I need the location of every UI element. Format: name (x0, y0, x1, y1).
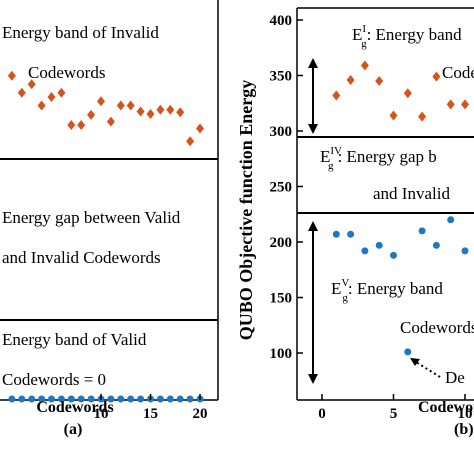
panel-a-invalid-point (126, 100, 135, 111)
panel-a-annotation-3: Energy gap between Valid (2, 208, 181, 227)
panel-b-annotation-band-valid: EV g: Energy band (331, 277, 443, 304)
panel-a-valid-point (87, 395, 95, 403)
panel-a-valid-point (127, 395, 135, 403)
panel-b-valid-point (404, 348, 412, 356)
panel-a-valid-point (28, 395, 36, 403)
panel-a-invalid-point (146, 109, 155, 119)
panel-a-x-tick-label: 15 (143, 406, 158, 422)
panel-b-annotation-gap-cont: and Invalid (373, 184, 450, 203)
panel-b-band-arrow-valid (308, 221, 318, 384)
panel-b-valid-point (447, 216, 455, 224)
panel-b-y-tick-label: 350 (270, 69, 293, 85)
panel-b-invalid-point (403, 88, 412, 99)
panel-a-invalid-point (7, 70, 16, 81)
panel-a-invalid-point (77, 120, 86, 131)
panel-a-label: (a) (64, 421, 83, 438)
panel-b-y-tick-label: 100 (270, 346, 293, 362)
panel-b-valid-point (375, 241, 383, 249)
panel-a-invalid-point (176, 107, 185, 118)
panel-a-valid-point (117, 395, 125, 403)
panel-a-invalid-point (67, 120, 76, 131)
panel-a-valid-point (156, 395, 164, 403)
panel-a-invalid-point (97, 96, 105, 107)
panel-b-band-arrow-invalid (308, 58, 318, 134)
panel-b-invalid-point (375, 76, 384, 87)
panel-b-annotation-band-valid-cont: Codewords (400, 318, 474, 337)
panel-b-invalid-point (360, 60, 369, 71)
panel-a-invalid-point (57, 87, 66, 98)
panel-a-invalid-point (47, 91, 56, 102)
panel-b-annotation-band-invalid: EI g: Energy band (352, 23, 462, 50)
panel-a-invalid-point (106, 116, 115, 127)
panel-a-x-ticks: 10 15 20 (94, 394, 208, 422)
panel-b-x-tick-label: 10 (458, 406, 473, 422)
panel-b-invalid-point (446, 99, 455, 110)
panel-a-x-axis-label: Codewords (36, 399, 113, 416)
panel-b-y-tick-label: 300 (270, 124, 293, 140)
panel-b-valid-point (361, 247, 369, 255)
panel-b-valid-point (432, 241, 440, 249)
panel-a-invalid-point (17, 87, 26, 98)
panel-a-valid-point (18, 395, 26, 403)
panel-a-invalid-point (196, 123, 204, 134)
panel-b-x-ticks: 0 5 10 (318, 394, 473, 422)
panel-a-invalid-point (87, 109, 96, 120)
panel-a-valid-point (176, 395, 184, 403)
panel-a-annotation-2: Codewords (28, 63, 105, 82)
panel-a-valid-point (48, 395, 55, 403)
panel-a-valid-point (107, 395, 115, 403)
panel-a-invalid-point (116, 100, 125, 111)
panel-b-y-axis-label: QUBO Objective function Energy (236, 80, 256, 340)
panel-b-y-ticks: 100 150 200 250 300 350 400 (270, 13, 303, 362)
panel-a-invalid-point (186, 136, 195, 147)
panel-b-valid-point (347, 230, 355, 238)
panel-b-invalid-point (346, 74, 355, 85)
panel-a-valid-point (166, 395, 174, 403)
panel-b-x-tick-label: 5 (390, 406, 398, 422)
panel-b-annotation-pointer: De (445, 368, 465, 387)
panel-a-annotation-1: Energy band of Invalid (2, 23, 159, 42)
panel-a-invalid-point (37, 100, 46, 111)
panel-a-valid-point (57, 395, 65, 403)
panel-a-valid-point (186, 395, 194, 403)
panel-a-valid-point (137, 395, 145, 403)
panel-b-pointer-arrow (410, 358, 441, 378)
panel-b-valid-point (461, 247, 469, 255)
panel-b-valid-point (390, 251, 397, 259)
panel-a-invalid-point (166, 104, 175, 115)
panel-b-valid-point (332, 230, 340, 238)
panel-a: Energy band of Invalid Codewords Energy … (0, 0, 219, 438)
panel-a-annotation-5: Energy band of Valid (2, 330, 147, 349)
panel-b-invalid-point (461, 99, 469, 110)
panel-b-invalid-point (418, 111, 427, 122)
panel-b-invalid-point (432, 71, 441, 82)
panel-b-annotation-gap: EIV g: Energy gap b (320, 145, 437, 172)
panel-b-label: (b) (454, 421, 474, 438)
panel-a-invalid-point (136, 106, 145, 117)
panel-a-points (7, 70, 204, 403)
panel-a-valid-point (67, 395, 75, 403)
panel-b-invalid-point (389, 110, 398, 121)
panel-b-points (332, 60, 469, 356)
panel-a-valid-point (77, 395, 85, 403)
panel-b-y-tick-label: 200 (270, 235, 293, 251)
panel-b-x-axis-label: Codewords (418, 399, 474, 416)
panel-b-invalid-point (332, 90, 341, 101)
panel-b: QUBO Objective function Energy 100150200… (236, 7, 474, 438)
panel-a-valid-point (38, 395, 46, 403)
panel-a-invalid-point (156, 104, 165, 115)
panel-a-annotation-6: Codewords = 0 (2, 370, 106, 389)
panel-b-annotation-band-invalid-cont: Codewords (442, 63, 474, 82)
panel-a-x-tick-label: 10 (94, 406, 109, 422)
panel-a-x-tick-label: 20 (193, 406, 208, 422)
panel-a-valid-point (8, 395, 16, 403)
panel-a-invalid-point (27, 79, 36, 90)
panel-b-y-tick-label: 400 (270, 13, 293, 29)
panel-a-annotation-4: and Invalid Codewords (2, 248, 161, 267)
panel-b-valid-point (418, 227, 426, 235)
panel-b-y-tick-label: 250 (270, 180, 293, 196)
panel-b-x-tick-label: 0 (318, 406, 326, 422)
panel-b-y-tick-label: 150 (270, 291, 293, 307)
